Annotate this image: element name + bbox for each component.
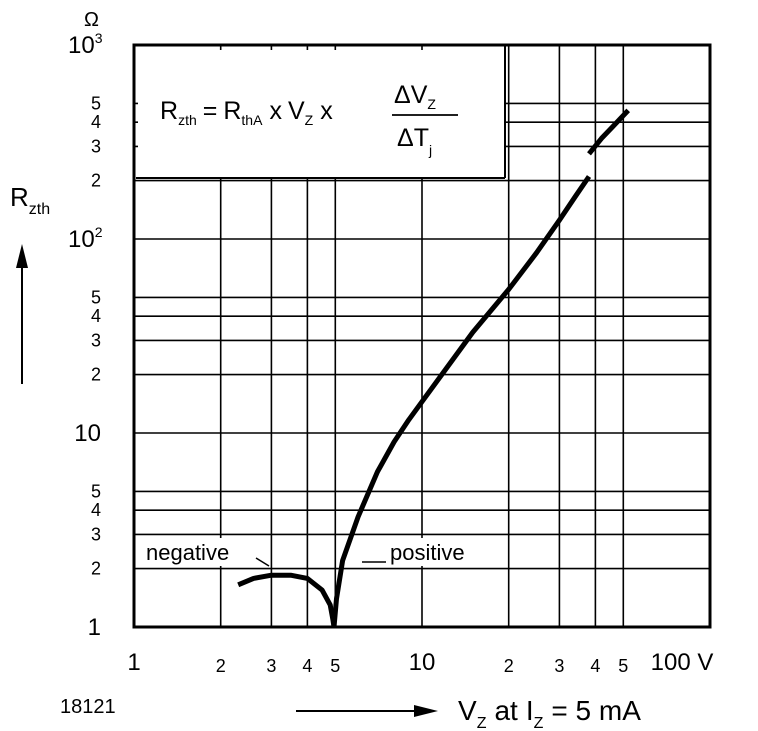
formula-lhs: Rzth = RthA x VZ x (160, 97, 333, 128)
y-tick-label: 2 (91, 171, 101, 191)
x-tick-label: 2 (504, 656, 514, 676)
figure-number: 18121 (60, 696, 116, 718)
y-tick-label: 3 (91, 330, 101, 350)
y-tick-label: 10 (74, 420, 101, 447)
negative-leader-line (255, 557, 270, 567)
y-tick-label: 3 (91, 136, 101, 156)
x-tick-label: 2 (216, 656, 226, 676)
y-tick-label: 2 (91, 559, 101, 579)
x-tick-label: 5 (330, 656, 340, 676)
formula-lhs-r: R (160, 97, 178, 125)
formula-v: V (288, 97, 305, 125)
x-tick-label: 100 V (651, 649, 714, 676)
x-tick-label: 10 (409, 649, 436, 676)
x-axis-label: VZ at IZ = 5 mA (458, 695, 641, 731)
plot-frame (132, 43, 712, 629)
y-tick-label: 103 (68, 30, 103, 59)
series-negative-curve (237, 572, 337, 628)
y-tick-label: 4 (91, 112, 101, 132)
formula-box (138, 50, 504, 178)
formula-r-sub: thA (241, 112, 263, 128)
y-tick-label: 5 (91, 481, 101, 501)
x-tick-label: 4 (590, 656, 600, 676)
y-tick-label: 5 (91, 287, 101, 307)
formula-numerator: ΔVZ (394, 81, 436, 112)
formula-r: R (223, 97, 241, 125)
formula-x1: x (269, 97, 282, 125)
y-axis-label: Rzth (10, 182, 50, 218)
y-tick-label: 4 (91, 500, 101, 520)
negative-label: negative (146, 540, 229, 565)
positive-label: positive (390, 540, 465, 565)
x-tick-label: 3 (554, 656, 564, 676)
y-tick-label: 4 (91, 306, 101, 326)
y-tick-label: 2 (91, 365, 101, 385)
y-tick-label: 5 (91, 93, 101, 113)
x-tick-label: 1 (127, 649, 140, 676)
series-positive-curve (331, 175, 592, 628)
formula-lhs-sub: zth (178, 112, 197, 128)
formula-v-sub: Z (305, 112, 314, 128)
series-curve-2 (587, 108, 631, 156)
formula-x2: x (320, 97, 333, 125)
x-tick-label: 4 (302, 656, 312, 676)
x-axis-arrow (296, 705, 438, 717)
formula-denominator: ΔTj (397, 124, 432, 158)
formula-eq: = (203, 97, 218, 125)
y-tick-label: 102 (68, 224, 103, 253)
curves (237, 108, 631, 628)
y-axis-arrow (16, 244, 28, 384)
x-tick-label: 3 (266, 656, 276, 676)
y-tick-label: 3 (91, 524, 101, 544)
negative-label-bg (143, 538, 265, 566)
y-unit-label: Ω (84, 9, 99, 31)
x-tick-label: 5 (618, 656, 628, 676)
y-tick-label: 1 (88, 614, 101, 641)
